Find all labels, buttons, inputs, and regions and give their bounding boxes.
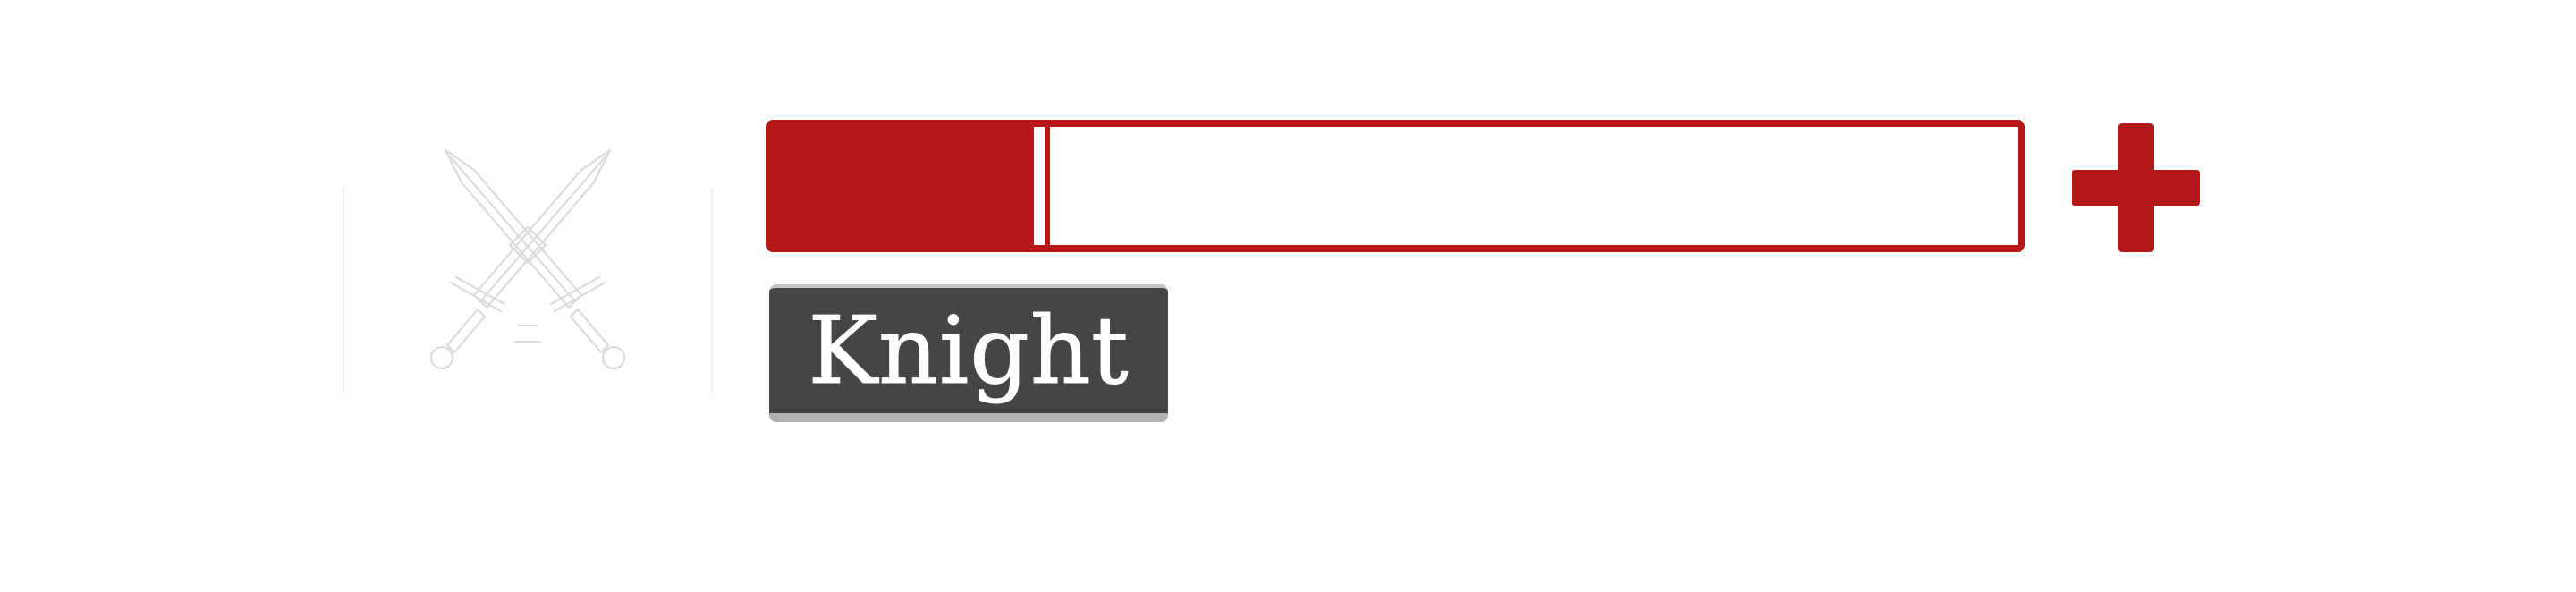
crossed-swords-icon [340, 134, 716, 438]
class-name-badge: Knight [769, 284, 1168, 422]
heal-button[interactable] [2072, 123, 2200, 252]
class-name-text: Knight [808, 296, 1130, 405]
plus-icon-stem [2118, 123, 2154, 252]
health-bar [766, 120, 2025, 252]
health-bar-fill [773, 127, 1035, 245]
health-bar-marker [1045, 127, 1051, 245]
